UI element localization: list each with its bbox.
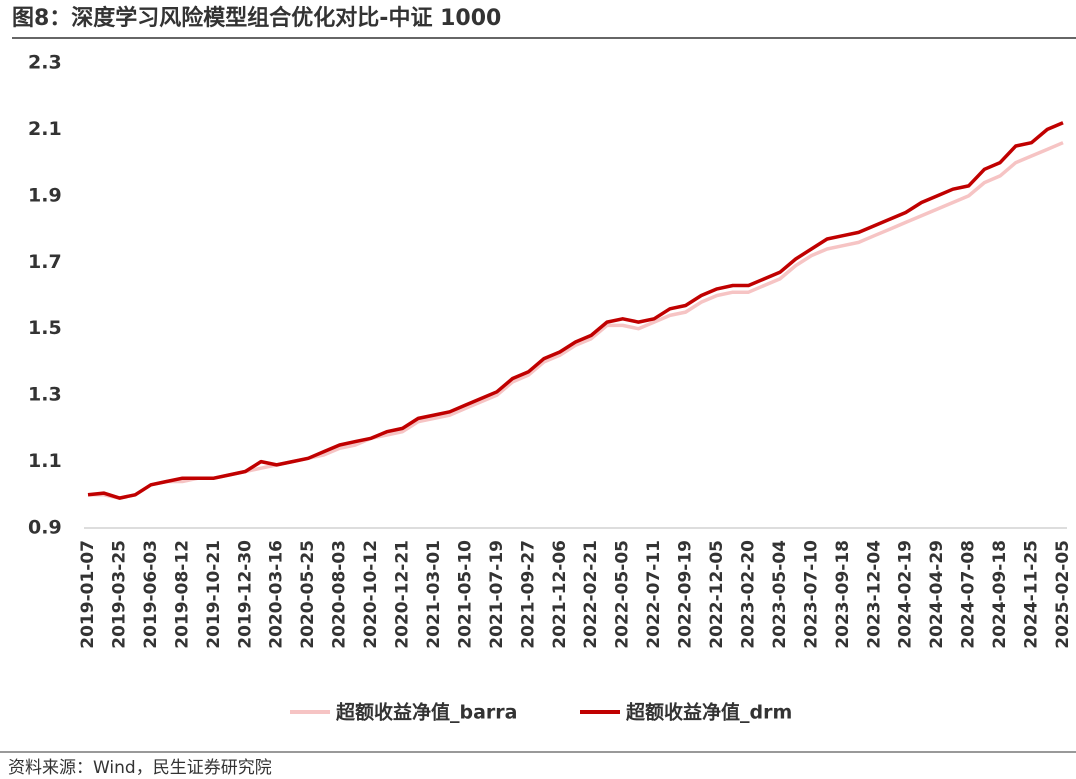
x-tick-label: 2022-09-19 <box>676 540 696 649</box>
x-tick-label: 2022-12-05 <box>707 540 727 649</box>
x-tick-label: 2023-09-18 <box>833 540 853 649</box>
legend-label: 超额收益净值_barra <box>335 701 517 724</box>
x-tick-label: 2021-05-10 <box>455 540 475 649</box>
x-tick-label: 2024-04-29 <box>927 540 947 649</box>
chart-title: 图8：深度学习风险模型组合优化对比-中证 1000 <box>12 5 501 31</box>
x-tick-label: 2023-02-20 <box>738 540 758 649</box>
x-tick-label: 2019-03-25 <box>109 540 129 649</box>
x-tick-label: 2023-12-04 <box>864 540 884 649</box>
legend-label: 超额收益净值_drm <box>625 701 792 724</box>
x-tick-label: 2019-01-07 <box>78 540 98 649</box>
x-tick-label: 2020-12-21 <box>393 540 413 649</box>
x-tick-label: 2023-05-04 <box>770 540 790 649</box>
x-tick-label: 2021-12-06 <box>550 540 570 649</box>
x-tick-label: 2020-05-25 <box>298 540 318 649</box>
y-tick-label: 1.5 <box>28 317 62 339</box>
x-tick-label: 2022-02-21 <box>581 540 601 649</box>
y-tick-label: 1.1 <box>28 450 62 472</box>
x-tick-label: 2019-12-30 <box>235 540 255 649</box>
x-tick-label: 2022-07-11 <box>644 540 664 649</box>
y-tick-label: 1.7 <box>28 251 62 273</box>
x-tick-label: 2024-02-19 <box>896 540 916 649</box>
x-tick-label: 2025-02-05 <box>1053 540 1073 649</box>
series-line <box>88 141 1064 500</box>
x-tick-label: 2019-08-12 <box>172 540 192 649</box>
y-tick-label: 0.9 <box>28 517 62 539</box>
x-tick-label: 2024-11-25 <box>1022 540 1042 649</box>
x-tick-label: 2022-05-05 <box>613 540 633 649</box>
x-tick-label: 2021-09-27 <box>518 540 538 649</box>
x-tick-label: 2023-07-10 <box>801 540 821 649</box>
series-line <box>87 121 1064 500</box>
x-tick-label: 2021-07-19 <box>487 540 507 649</box>
x-tick-label: 2020-03-16 <box>267 540 287 649</box>
x-tick-label: 2019-10-21 <box>204 540 224 649</box>
x-tick-label: 2020-10-12 <box>361 540 381 649</box>
x-tick-label: 2024-07-08 <box>959 540 979 649</box>
source-note: 资料来源：Wind，民生证券研究院 <box>8 758 272 778</box>
y-tick-label: 1.3 <box>28 384 62 406</box>
y-tick-label: 2.1 <box>28 118 62 140</box>
x-tick-label: 2024-09-18 <box>990 540 1010 649</box>
x-tick-label: 2020-08-03 <box>330 540 350 649</box>
x-tick-label: 2021-03-01 <box>424 540 444 649</box>
y-tick-label: 2.3 <box>28 52 62 74</box>
y-tick-label: 1.9 <box>28 184 62 206</box>
x-tick-label: 2019-06-03 <box>141 540 161 649</box>
